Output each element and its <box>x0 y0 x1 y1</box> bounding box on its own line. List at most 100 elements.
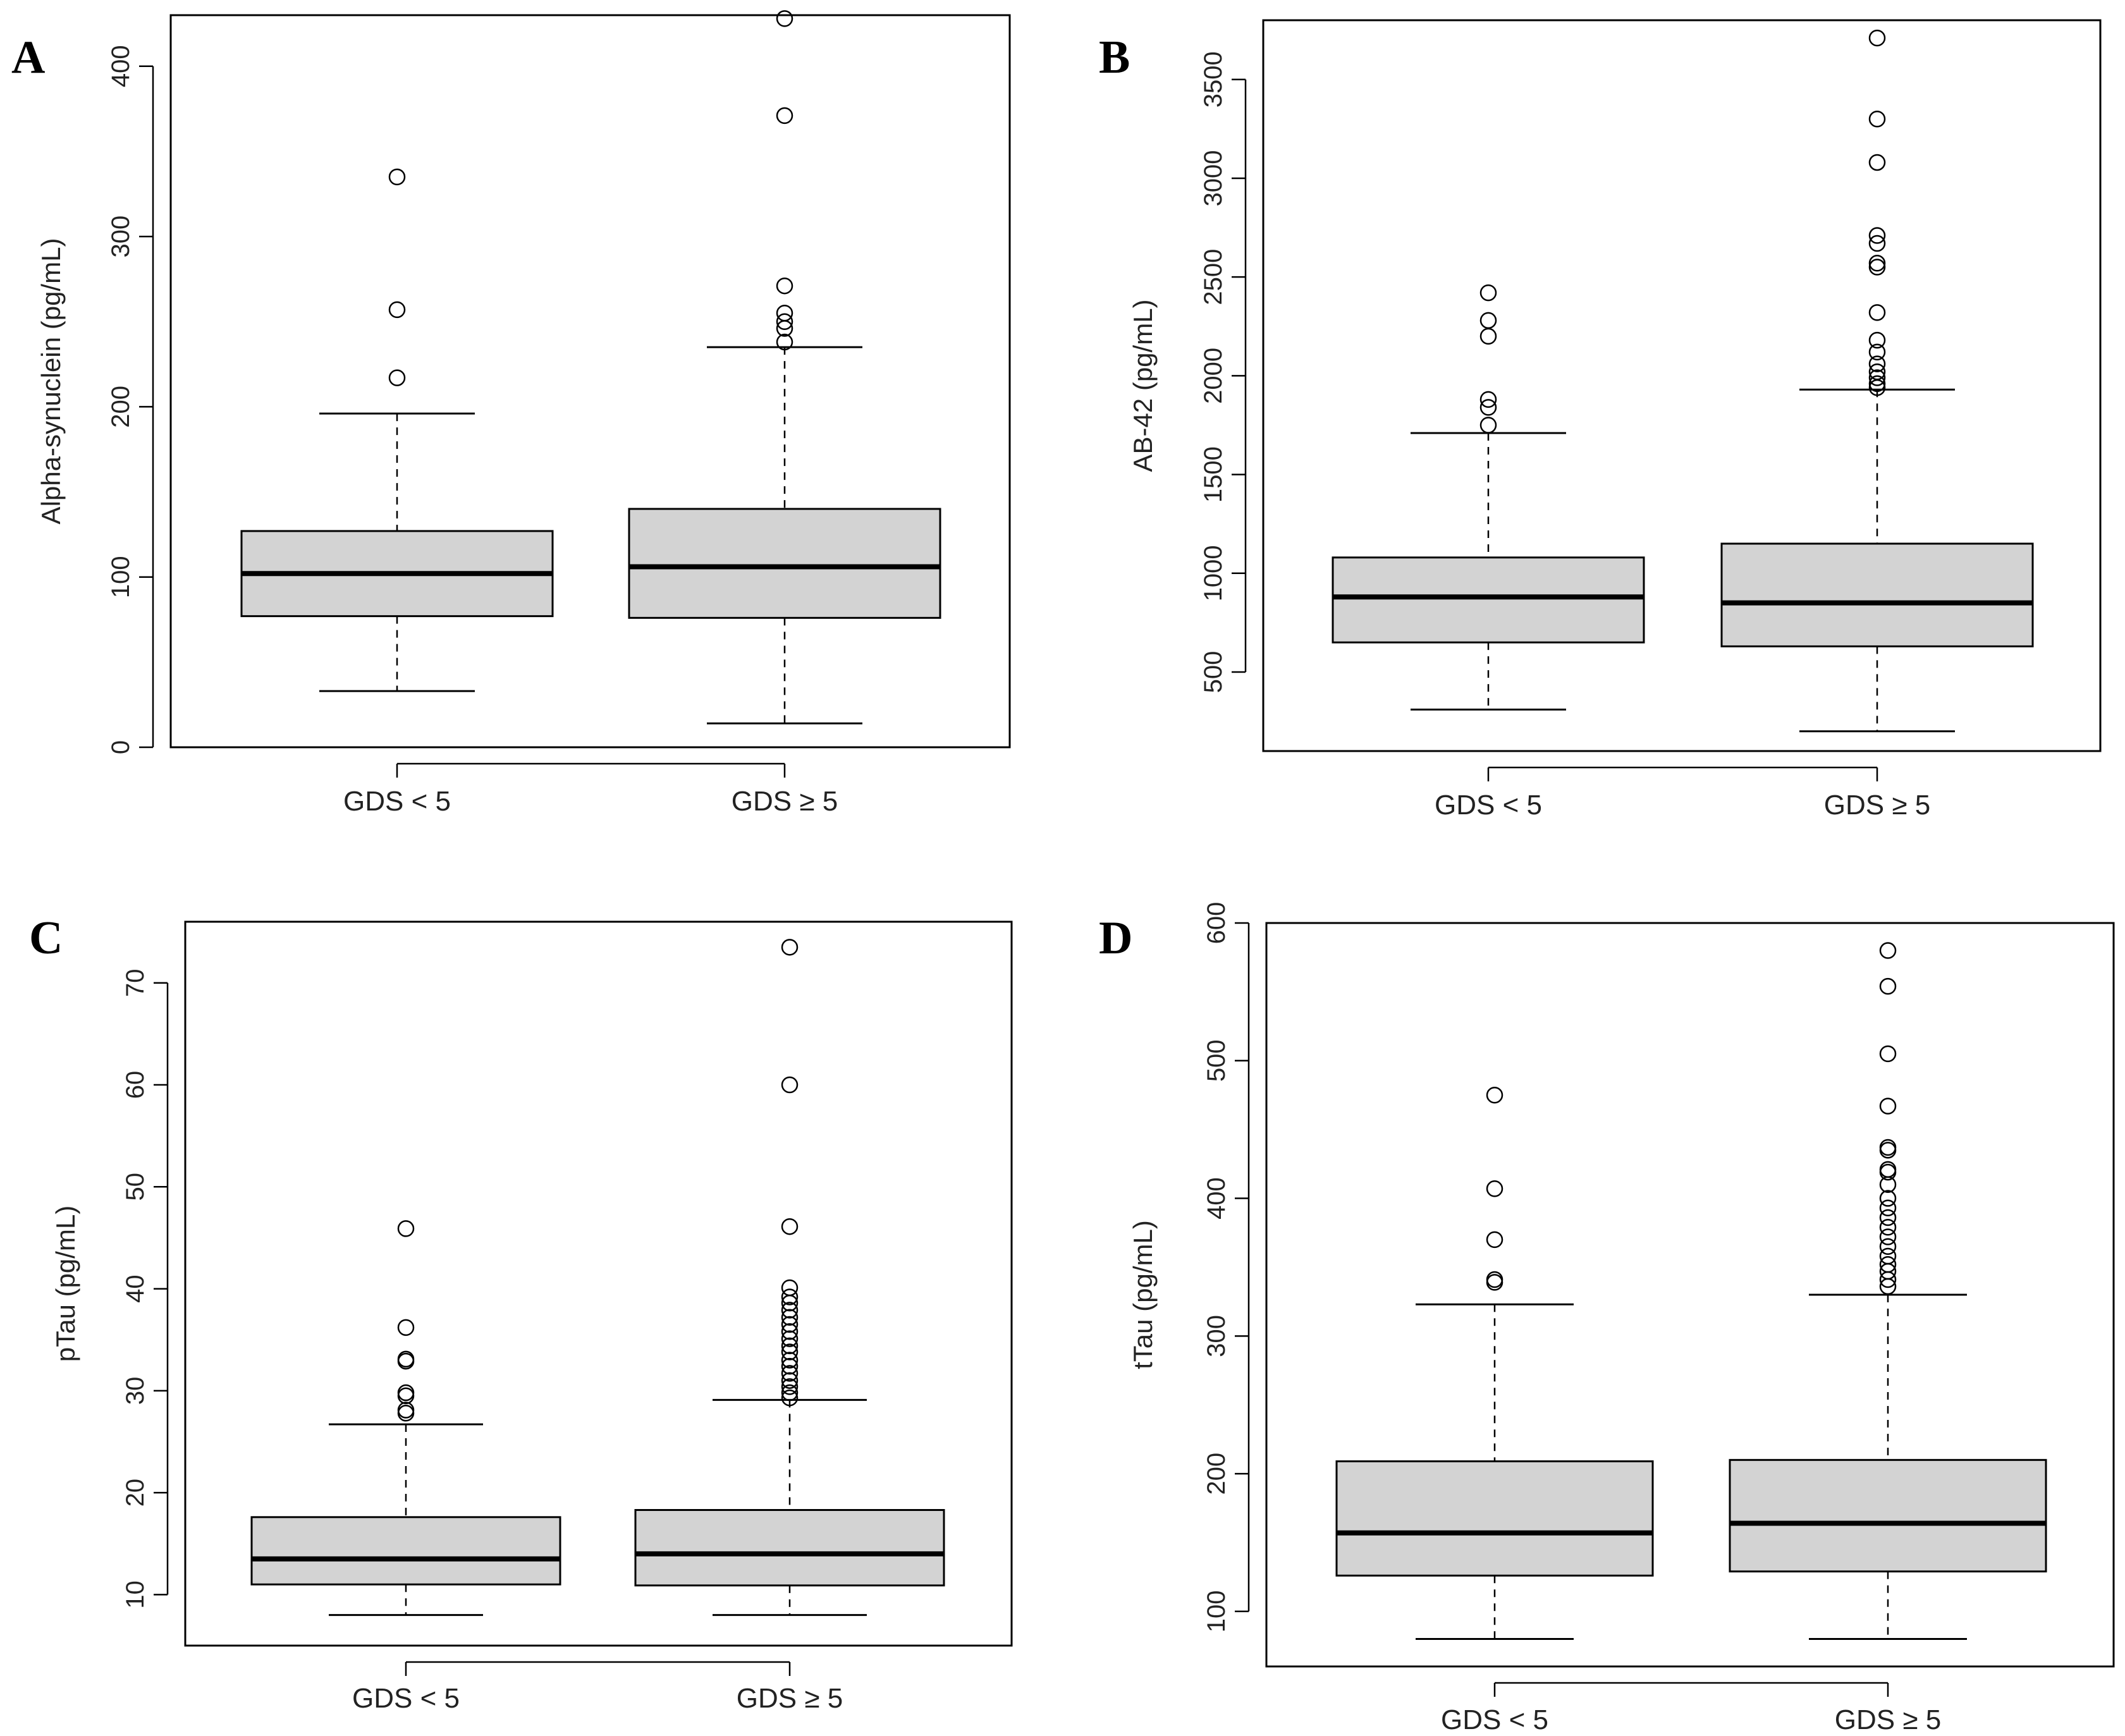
x-category-label: GDS ≥ 5 <box>732 786 838 817</box>
outlier-point <box>781 1378 799 1395</box>
outlier-point <box>1879 977 1897 995</box>
outlier-point <box>1879 1199 1897 1217</box>
outlier-point <box>781 1389 799 1407</box>
outlier-point <box>397 1402 415 1419</box>
chart-panel-a: A 0 100 200 300 400 Alpha-synuclein (pg/mL) GDS… <box>11 10 1011 817</box>
outlier-point <box>1479 417 1497 434</box>
outlier-point <box>1868 29 1886 47</box>
x-category-label: GDS < 5 <box>1441 1704 1548 1735</box>
outlier-point <box>781 1343 799 1360</box>
box-group <box>250 1220 561 1617</box>
y-tick-label: 500 <box>1203 1039 1230 1082</box>
outlier-point <box>781 1365 799 1382</box>
outlier-point <box>1868 355 1886 372</box>
y-tick-label: 20 <box>121 1479 149 1507</box>
y-tick-label: 1500 <box>1199 446 1227 503</box>
panel-letter: B <box>1099 32 1130 83</box>
box-group <box>628 10 941 724</box>
outlier-point <box>781 1357 799 1375</box>
plot-frame <box>1265 922 2115 1668</box>
outlier-point <box>1868 110 1886 128</box>
y-tick-label: 60 <box>121 1071 149 1099</box>
outlier-point <box>1879 1238 1897 1256</box>
outlier-point <box>1479 284 1497 302</box>
outlier-point <box>1879 1097 1897 1115</box>
outlier-point <box>776 305 793 322</box>
outlier-point <box>781 1337 799 1355</box>
outlier-point <box>781 1302 799 1319</box>
y-tick-label: 500 <box>1199 651 1227 694</box>
outlier-point <box>781 1218 799 1235</box>
y-axis-label: pTau (pg/mL) <box>51 1206 80 1362</box>
outlier-point <box>781 1279 799 1297</box>
chart-panel-d: D 100 200 300 400 500 600 tTau (pg/mL) GDS < 5 GD… <box>1099 902 2115 1735</box>
box-group <box>240 168 554 692</box>
y-tick-label: 0 <box>107 740 135 754</box>
outlier-point <box>781 1309 799 1326</box>
outlier-point <box>1879 1209 1897 1226</box>
outlier-point <box>781 1316 799 1333</box>
y-tick-label: 200 <box>1203 1453 1230 1495</box>
iqr-box <box>634 1509 945 1587</box>
y-tick-label: 3000 <box>1199 150 1227 206</box>
y-tick-label: 400 <box>1203 1177 1230 1219</box>
y-tick-label: 100 <box>1203 1591 1230 1633</box>
outlier-point <box>1486 1086 1503 1104</box>
outlier-point <box>781 1330 799 1347</box>
x-category-label: GDS ≥ 5 <box>1824 790 1930 821</box>
outlier-point <box>1486 1180 1503 1197</box>
y-tick-label: 40 <box>121 1274 149 1303</box>
outlier-point <box>1879 1190 1897 1207</box>
outlier-point <box>776 277 793 295</box>
outlier-point <box>781 1288 799 1305</box>
chart-panel-c: C 10 20 30 40 50 60 70 pTau (pg/mL) GDS < 5 GDS ≥ … <box>29 912 1013 1714</box>
box-group <box>1332 284 1645 711</box>
outlier-point <box>1479 399 1497 416</box>
x-category-label: GDS < 5 <box>352 1683 460 1714</box>
outlier-point <box>1868 375 1886 393</box>
x-category-label: GDS < 5 <box>1435 790 1542 821</box>
outlier-point <box>1879 1161 1897 1178</box>
outlier-point <box>1879 1139 1897 1156</box>
outlier-point <box>388 301 406 319</box>
outlier-point <box>1879 942 1897 959</box>
box-group <box>1729 942 2047 1640</box>
box-group <box>634 939 945 1617</box>
outlier-point <box>1879 1045 1897 1063</box>
box-group <box>1720 29 2034 733</box>
outlier-point <box>781 1352 799 1369</box>
y-tick-label: 3500 <box>1199 51 1227 107</box>
outlier-point <box>1486 1231 1503 1249</box>
y-tick-label: 10 <box>121 1580 149 1609</box>
outlier-point <box>1868 343 1886 361</box>
outlier-point <box>1868 331 1886 349</box>
outlier-point <box>1879 1256 1897 1273</box>
x-category-label: GDS < 5 <box>343 786 451 817</box>
plot-frame <box>1262 19 2102 752</box>
outlier-point <box>1868 255 1886 272</box>
outlier-point <box>1868 154 1886 171</box>
x-category-label: GDS ≥ 5 <box>737 1683 843 1714</box>
panel-letter: A <box>11 32 45 83</box>
outlier-point <box>1868 304 1886 321</box>
plot-frame <box>169 14 1011 749</box>
outlier-point <box>781 1076 799 1094</box>
box-group <box>1335 1086 1654 1640</box>
outlier-point <box>1479 327 1497 345</box>
iqr-box <box>1332 556 1645 644</box>
iqr-box <box>628 508 941 619</box>
outlier-point <box>397 1350 415 1368</box>
panel-letter: D <box>1099 912 1132 964</box>
outlier-point <box>781 1323 799 1340</box>
outlier-point <box>1868 259 1886 276</box>
outlier-point <box>781 1372 799 1389</box>
y-tick-label: 300 <box>107 216 135 258</box>
iqr-box <box>1729 1458 2047 1573</box>
outlier-point <box>776 107 793 125</box>
iqr-box <box>1335 1460 1654 1577</box>
iqr-box <box>1720 542 2034 647</box>
y-tick-label: 50 <box>121 1173 149 1201</box>
y-tick-label: 1000 <box>1199 545 1227 601</box>
outlier-point <box>1479 391 1497 408</box>
y-axis-label: tTau (pg/mL) <box>1128 1220 1158 1369</box>
